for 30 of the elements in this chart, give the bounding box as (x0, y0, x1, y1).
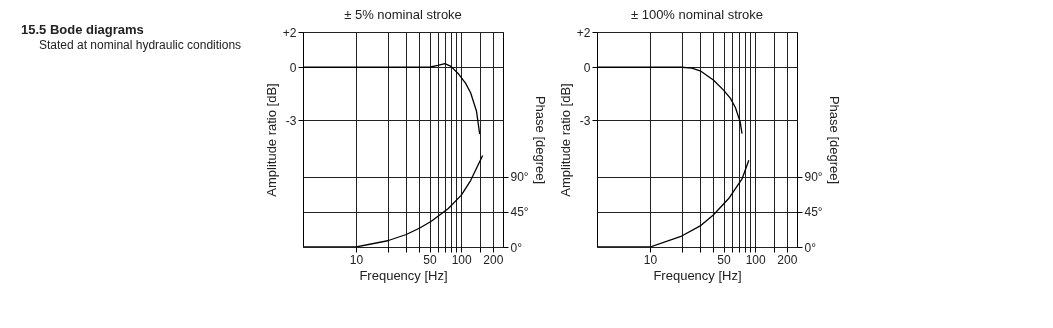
x-axis-title: Frequency [Hz] (653, 267, 742, 283)
y-tick-label: -3 (579, 113, 591, 128)
x-tick-label: 200 (483, 252, 504, 267)
y2-tick-label: 45° (804, 205, 823, 220)
y-tick-label: 0 (289, 60, 297, 75)
y2-tick-label: 45° (510, 205, 529, 220)
chart-title: ± 5% nominal stroke (344, 7, 462, 22)
x-tick-label: 200 (777, 252, 798, 267)
y2-axis-title: Phase [degree] (826, 95, 842, 185)
x-tick-label: 10 (349, 252, 364, 267)
y-tick-label: +2 (282, 25, 297, 40)
y-axis-title: Amplitude ratio [dB] (263, 83, 279, 197)
y-axis-title: Amplitude ratio [dB] (557, 83, 573, 197)
y2-tick-label: 90° (510, 170, 529, 185)
x-tick-label: 10 (643, 252, 658, 267)
y-tick-label: +2 (576, 25, 591, 40)
y-tick-label: -3 (285, 113, 297, 128)
y2-axis-title: Phase [degree] (532, 95, 548, 185)
chart-title: ± 100% nominal stroke (630, 7, 764, 22)
text: 15.5 Bode diagrams (21, 22, 144, 37)
x-tick-label: 100 (451, 252, 472, 267)
x-tick-label: 50 (717, 252, 732, 267)
x-tick-label: 100 (745, 252, 766, 267)
x-axis-title: Frequency [Hz] (359, 267, 448, 283)
y2-tick-label: 90° (804, 170, 823, 185)
text: Stated at nominal hydraulic conditions (39, 38, 242, 52)
y2-tick-label: 0° (510, 240, 523, 255)
y-tick-label: 0 (583, 60, 591, 75)
x-tick-label: 50 (423, 252, 438, 267)
y2-tick-label: 0° (804, 240, 817, 255)
